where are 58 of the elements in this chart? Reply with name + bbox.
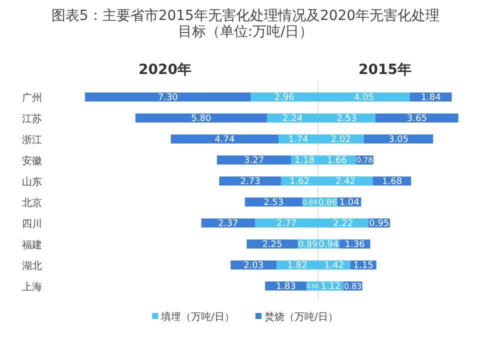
data-label: 2.25 — [262, 240, 282, 250]
data-label: 0.86 — [318, 196, 338, 207]
data-label: 3.27 — [244, 156, 264, 166]
data-label: 1.12 — [320, 282, 341, 292]
data-label: 2.53 — [336, 114, 357, 124]
data-label: 4.74 — [214, 135, 235, 146]
data-label: 1.68 — [382, 177, 402, 188]
data-label: 2.22 — [333, 219, 354, 230]
y-tick-label: 广州 — [22, 92, 42, 104]
data-label: 2.42 — [335, 177, 356, 188]
data-label: 2.96 — [274, 93, 295, 104]
y-tick-label: 福建 — [22, 239, 42, 251]
data-label: 7.30 — [158, 93, 178, 104]
data-label: 1.18 — [294, 156, 315, 166]
data-label: 4.05 — [354, 93, 374, 104]
data-label: 0.89 — [298, 240, 318, 250]
data-label: 1.04 — [339, 198, 360, 208]
data-label: 2.24 — [282, 114, 303, 124]
legend-label: 焚烧（万吨/日） — [264, 311, 338, 323]
data-label: 0.83 — [344, 282, 362, 291]
y-tick-label: 湖北 — [22, 260, 42, 272]
bar — [216, 156, 292, 164]
data-label: 1.15 — [353, 261, 374, 272]
bar — [85, 92, 251, 102]
data-label: 3.05 — [388, 135, 409, 146]
data-label: 2.53 — [264, 198, 284, 208]
data-label: 5.80 — [191, 114, 212, 124]
y-tick-label: 山东 — [22, 176, 42, 188]
data-label: 3.65 — [406, 114, 427, 124]
chart-title: 图表5：主要省市2015年无害化处理情况及2020年无害化处理目标（单位:万吨/日） — [51, 8, 440, 40]
data-label: 1.83 — [276, 282, 296, 292]
y-tick-label: 上海 — [22, 281, 42, 293]
y-tick-label: 江苏 — [22, 113, 42, 125]
data-label: 2.77 — [276, 219, 297, 230]
data-label: 0.94 — [318, 240, 339, 250]
data-label: 1.62 — [290, 177, 310, 188]
bar — [135, 114, 268, 122]
y-tick-label: 浙江 — [22, 134, 42, 146]
data-label: 2.02 — [330, 135, 351, 146]
chart-subtitle: 2020年 — [138, 62, 192, 78]
y-tick-label: 北京 — [22, 197, 42, 209]
bar — [219, 176, 282, 186]
y-tick-label: 四川 — [22, 218, 42, 230]
data-label: 0.95 — [369, 219, 390, 230]
data-label: 2.73 — [240, 177, 260, 188]
data-label: 2.03 — [244, 261, 264, 272]
bar — [375, 114, 458, 122]
data-label: 1.82 — [287, 261, 308, 272]
data-label: 1.36 — [344, 240, 366, 250]
data-label: 1.42 — [324, 261, 344, 272]
data-label: 1.84 — [420, 93, 442, 104]
bar — [170, 134, 278, 144]
data-label: 1.74 — [288, 135, 309, 146]
y-tick-label: 安徽 — [22, 155, 42, 167]
data-label: 1.66 — [326, 156, 348, 166]
chart-subtitle: 2015年 — [358, 62, 412, 78]
data-label: 2.37 — [218, 219, 238, 230]
legend-label: 填埋（万吨/日） — [160, 311, 234, 323]
